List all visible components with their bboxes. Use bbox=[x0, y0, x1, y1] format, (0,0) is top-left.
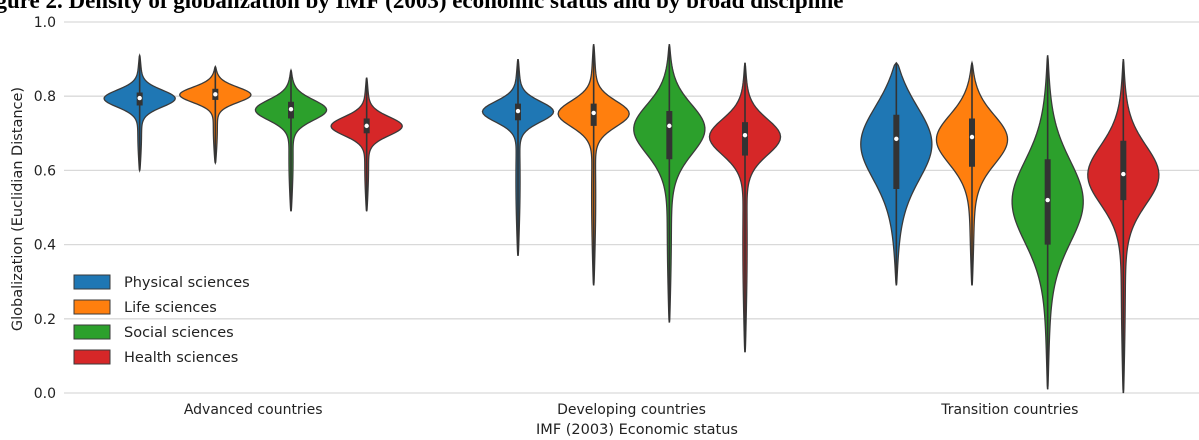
legend-swatch bbox=[73, 349, 111, 365]
y-tick-label: 0.2 bbox=[34, 312, 56, 328]
violin-median bbox=[1045, 197, 1050, 203]
violin-median bbox=[894, 136, 899, 142]
violin-median bbox=[667, 123, 672, 129]
violin-median bbox=[137, 95, 142, 101]
legend-label: Health sciences bbox=[124, 350, 238, 366]
legend-label: Physical sciences bbox=[124, 275, 250, 291]
legend-label: Social sciences bbox=[124, 325, 234, 341]
violins-layer bbox=[103, 44, 1160, 394]
legend-swatch bbox=[73, 274, 111, 290]
violin-median bbox=[515, 108, 521, 114]
x-axis-ticks: Advanced countries Developing countries Tr… bbox=[184, 402, 1079, 418]
x-tick-label: Advanced countries bbox=[184, 402, 323, 418]
violin-median bbox=[213, 92, 218, 97]
violin-median bbox=[969, 134, 975, 140]
y-axis-ticks: 0.0 0.2 0.4 0.6 0.8 1.0 bbox=[34, 15, 56, 402]
violin-median bbox=[591, 110, 596, 116]
y-tick-label: 0.6 bbox=[34, 163, 56, 179]
y-axis-label: Globalization (Euclidian Distance) bbox=[10, 87, 26, 331]
y-tick-label: 0.0 bbox=[34, 386, 56, 402]
legend: Physical sciences Life sciences Social sci… bbox=[73, 274, 250, 366]
y-tick-label: 0.8 bbox=[34, 89, 56, 105]
grid-layer bbox=[64, 21, 1199, 394]
legend-label: Life sciences bbox=[124, 300, 217, 316]
y-tick-label: 0.4 bbox=[34, 238, 56, 254]
violin-median bbox=[1121, 171, 1126, 177]
x-tick-label: Transition countries bbox=[940, 402, 1078, 418]
chart-title: Figure 2. Density of globalization by IM… bbox=[0, 0, 844, 13]
x-tick-label: Developing countries bbox=[557, 402, 706, 418]
violin-median bbox=[288, 106, 294, 112]
violin-median bbox=[742, 132, 748, 138]
legend-swatch bbox=[73, 299, 111, 315]
legend-swatch bbox=[73, 324, 111, 340]
y-tick-label: 1.0 bbox=[34, 15, 56, 31]
violin-median bbox=[364, 123, 369, 129]
x-axis-label: IMF (2003) Economic status bbox=[536, 422, 738, 438]
